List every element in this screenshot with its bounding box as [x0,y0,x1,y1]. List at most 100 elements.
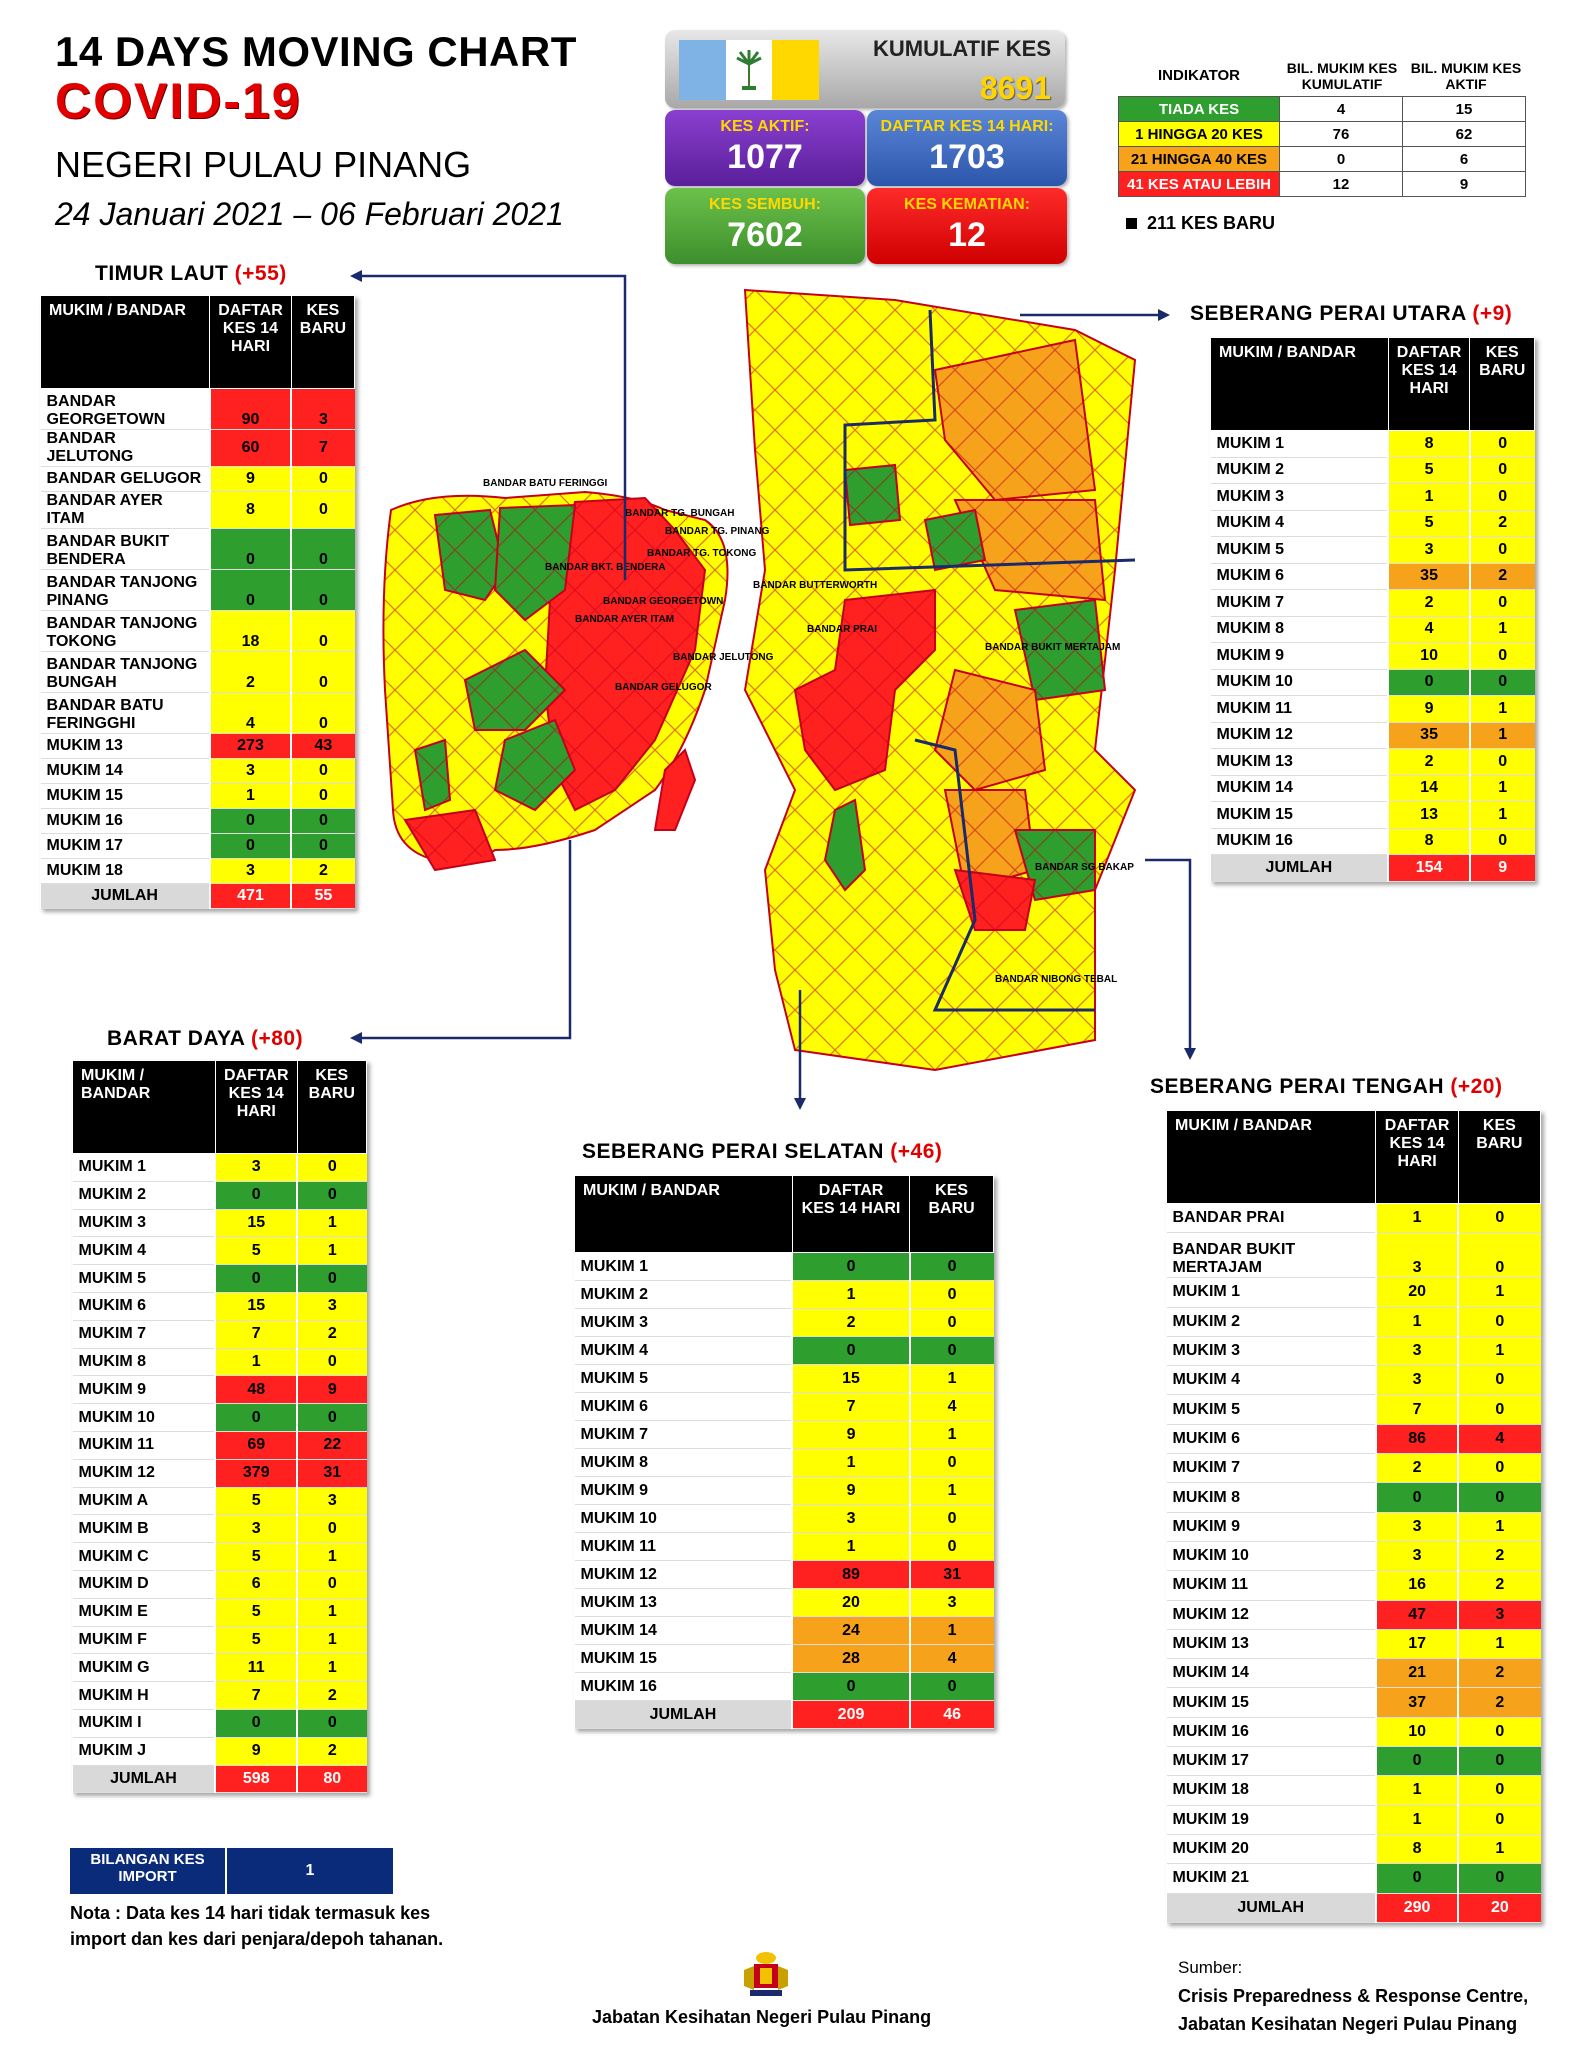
mukim-name: MUKIM 9 [1210,642,1389,670]
barat-daya-inc: (+80) [250,1027,304,1050]
indicator-kumulatif: 12 [1279,171,1403,197]
daftar-kes-value: 4 [1387,616,1470,643]
table-row: MUKIM 20 8 1 [1166,1834,1541,1865]
import-value: 1 [225,1848,393,1894]
daftar-kes-value: 0 [208,833,292,859]
spt-title: SEBERANG PERAI TENGAH (+20) [1150,1075,1502,1099]
kes-baru-value: 2 [1457,1658,1541,1689]
header-date-range: 24 Januari 2021 – 06 Februari 2021 [55,196,564,232]
kes-aktif-label: KES AKTIF: [720,118,810,135]
kes-baru-value: 0 [908,1308,994,1337]
kes-baru-value: 0 [908,1504,994,1533]
source-line-1: Crisis Preparedness & Response Centre, [1178,1986,1529,2006]
import-label: BILANGAN KES IMPORT [70,1848,225,1894]
daftar-kes-value: 154 [1387,854,1470,882]
timur-laut-title: TIMUR LAUT (+55) [95,262,287,286]
mukim-name: MUKIM 10 [72,1403,216,1432]
district-table: MUKIM / BANDAR DAFTAR KES 14 HARI KES BARU… [1210,337,1535,882]
barat-daya-title: BARAT DAYA (+80) [107,1027,303,1051]
kes-baru-value: 4 [1457,1424,1541,1455]
mukim-name: MUKIM J [72,1737,216,1766]
header-state: NEGERI PULAU PINANG [55,144,472,185]
table-row: MUKIM 14 21 2 [1166,1658,1541,1689]
mukim-name: BANDAR BUKIT BENDERA [40,528,210,570]
table-row: MUKIM 6 35 2 [1210,563,1535,590]
mukim-name: MUKIM 13 [574,1588,793,1617]
daftar-kes-value: 3 [214,1153,298,1182]
column-header: KES BARU [296,1060,368,1154]
kes-baru-value: 0 [1468,748,1535,776]
daftar-kes-value: 10 [1387,642,1470,670]
total-row: JUMLAH 154 9 [1210,854,1535,882]
daftar-kes-value: 9 [214,1737,298,1766]
kes-baru-value: 0 [1457,1232,1541,1279]
table-row: MUKIM 10 3 2 [1166,1541,1541,1572]
total-row: JUMLAH 290 20 [1166,1893,1541,1923]
island-map [382,490,729,872]
table-header-row: MUKIM / BANDAR DAFTAR KES 14 HARI KES BARU [574,1175,994,1253]
indicator-col2: BIL. MUKIM KES KUMULATIF [1286,60,1398,92]
daftar-kes-value: 1 [791,1448,910,1477]
kes-baru-value: 9 [296,1375,367,1405]
mukim-name: MUKIM 16 [1166,1717,1376,1748]
spt-inc: (+20) [1450,1075,1503,1098]
daftar-kes-value: 9 [791,1420,910,1449]
kes-baru-value: 1 [296,1598,367,1627]
kes-baru-value: 46 [908,1700,994,1729]
column-header: DAFTAR KES 14 HARI [791,1175,911,1253]
table-row: MUKIM 6 15 3 [72,1292,367,1321]
kes-baru-value: 1 [296,1209,367,1238]
kes-baru-value: 0 [1468,589,1535,617]
kes-baru-text: 211 KES BARU [1147,213,1276,233]
kes-baru-value: 2 [296,1737,367,1766]
mainland-map [743,288,1137,1072]
mukim-name: MUKIM 18 [40,858,210,884]
table-row: MUKIM 13 17 1 [1166,1629,1541,1660]
mukim-name: MUKIM I [72,1709,216,1738]
kumulatif-card: KUMULATIF KES 8691 [665,30,1065,108]
daftar-kes-value: 8 [1374,1834,1459,1865]
mukim-name: MUKIM 1 [1166,1277,1376,1308]
kes-baru-value: 0 [1468,642,1535,670]
kes-kematian-value: 12 [948,216,986,254]
table-row: MUKIM 9 10 0 [1210,642,1535,670]
table-row: BANDAR BUKIT MERTAJAM 3 0 [1166,1232,1541,1279]
kes-baru-value: 80 [296,1765,367,1794]
table-row: MUKIM 13 20 3 [574,1588,994,1617]
mukim-name: MUKIM 4 [574,1336,793,1365]
indicator-label: TIADA KES [1118,96,1280,122]
indicator-row: 41 KES ATAU LEBIH 12 9 [1118,171,1526,197]
mukim-name: MUKIM 12 [574,1560,793,1589]
mukim-name: MUKIM 8 [1210,616,1389,643]
indicator-row: 21 HINGGA 40 KES 0 6 [1118,146,1526,172]
kes-baru-value: 0 [290,808,355,834]
source-line-2: Jabatan Kesihatan Negeri Pulau Pinang [1178,2014,1518,2034]
kes-baru-value: 0 [296,1514,367,1544]
map-label: BANDAR GEORGETOWN [603,596,723,607]
mukim-name: MUKIM 17 [40,833,210,859]
daftar-kes-value: 5 [1387,457,1470,484]
table-row: MUKIM G 11 1 [72,1653,367,1683]
table-row: MUKIM 3 15 1 [72,1209,367,1238]
kes-baru-value: 31 [296,1459,367,1488]
kes-baru-value: 0 [296,1181,367,1210]
mukim-name: BANDAR JELUTONG [40,429,210,467]
daftar-kes-value: 471 [208,883,292,909]
kes-baru-value: 0 [296,1570,367,1599]
daftar-kes-value: 15 [214,1209,298,1238]
mukim-name: MUKIM F [72,1626,216,1655]
table-row: MUKIM 6 86 4 [1166,1424,1541,1455]
daftar-card: DAFTAR KES 14 HARI: 1703 [867,110,1067,186]
table-row: MUKIM 11 1 0 [574,1532,994,1561]
kes-baru-value: 0 [296,1348,367,1377]
mukim-name: JUMLAH [574,1700,793,1729]
column-header: MUKIM / BANDAR [39,295,211,389]
